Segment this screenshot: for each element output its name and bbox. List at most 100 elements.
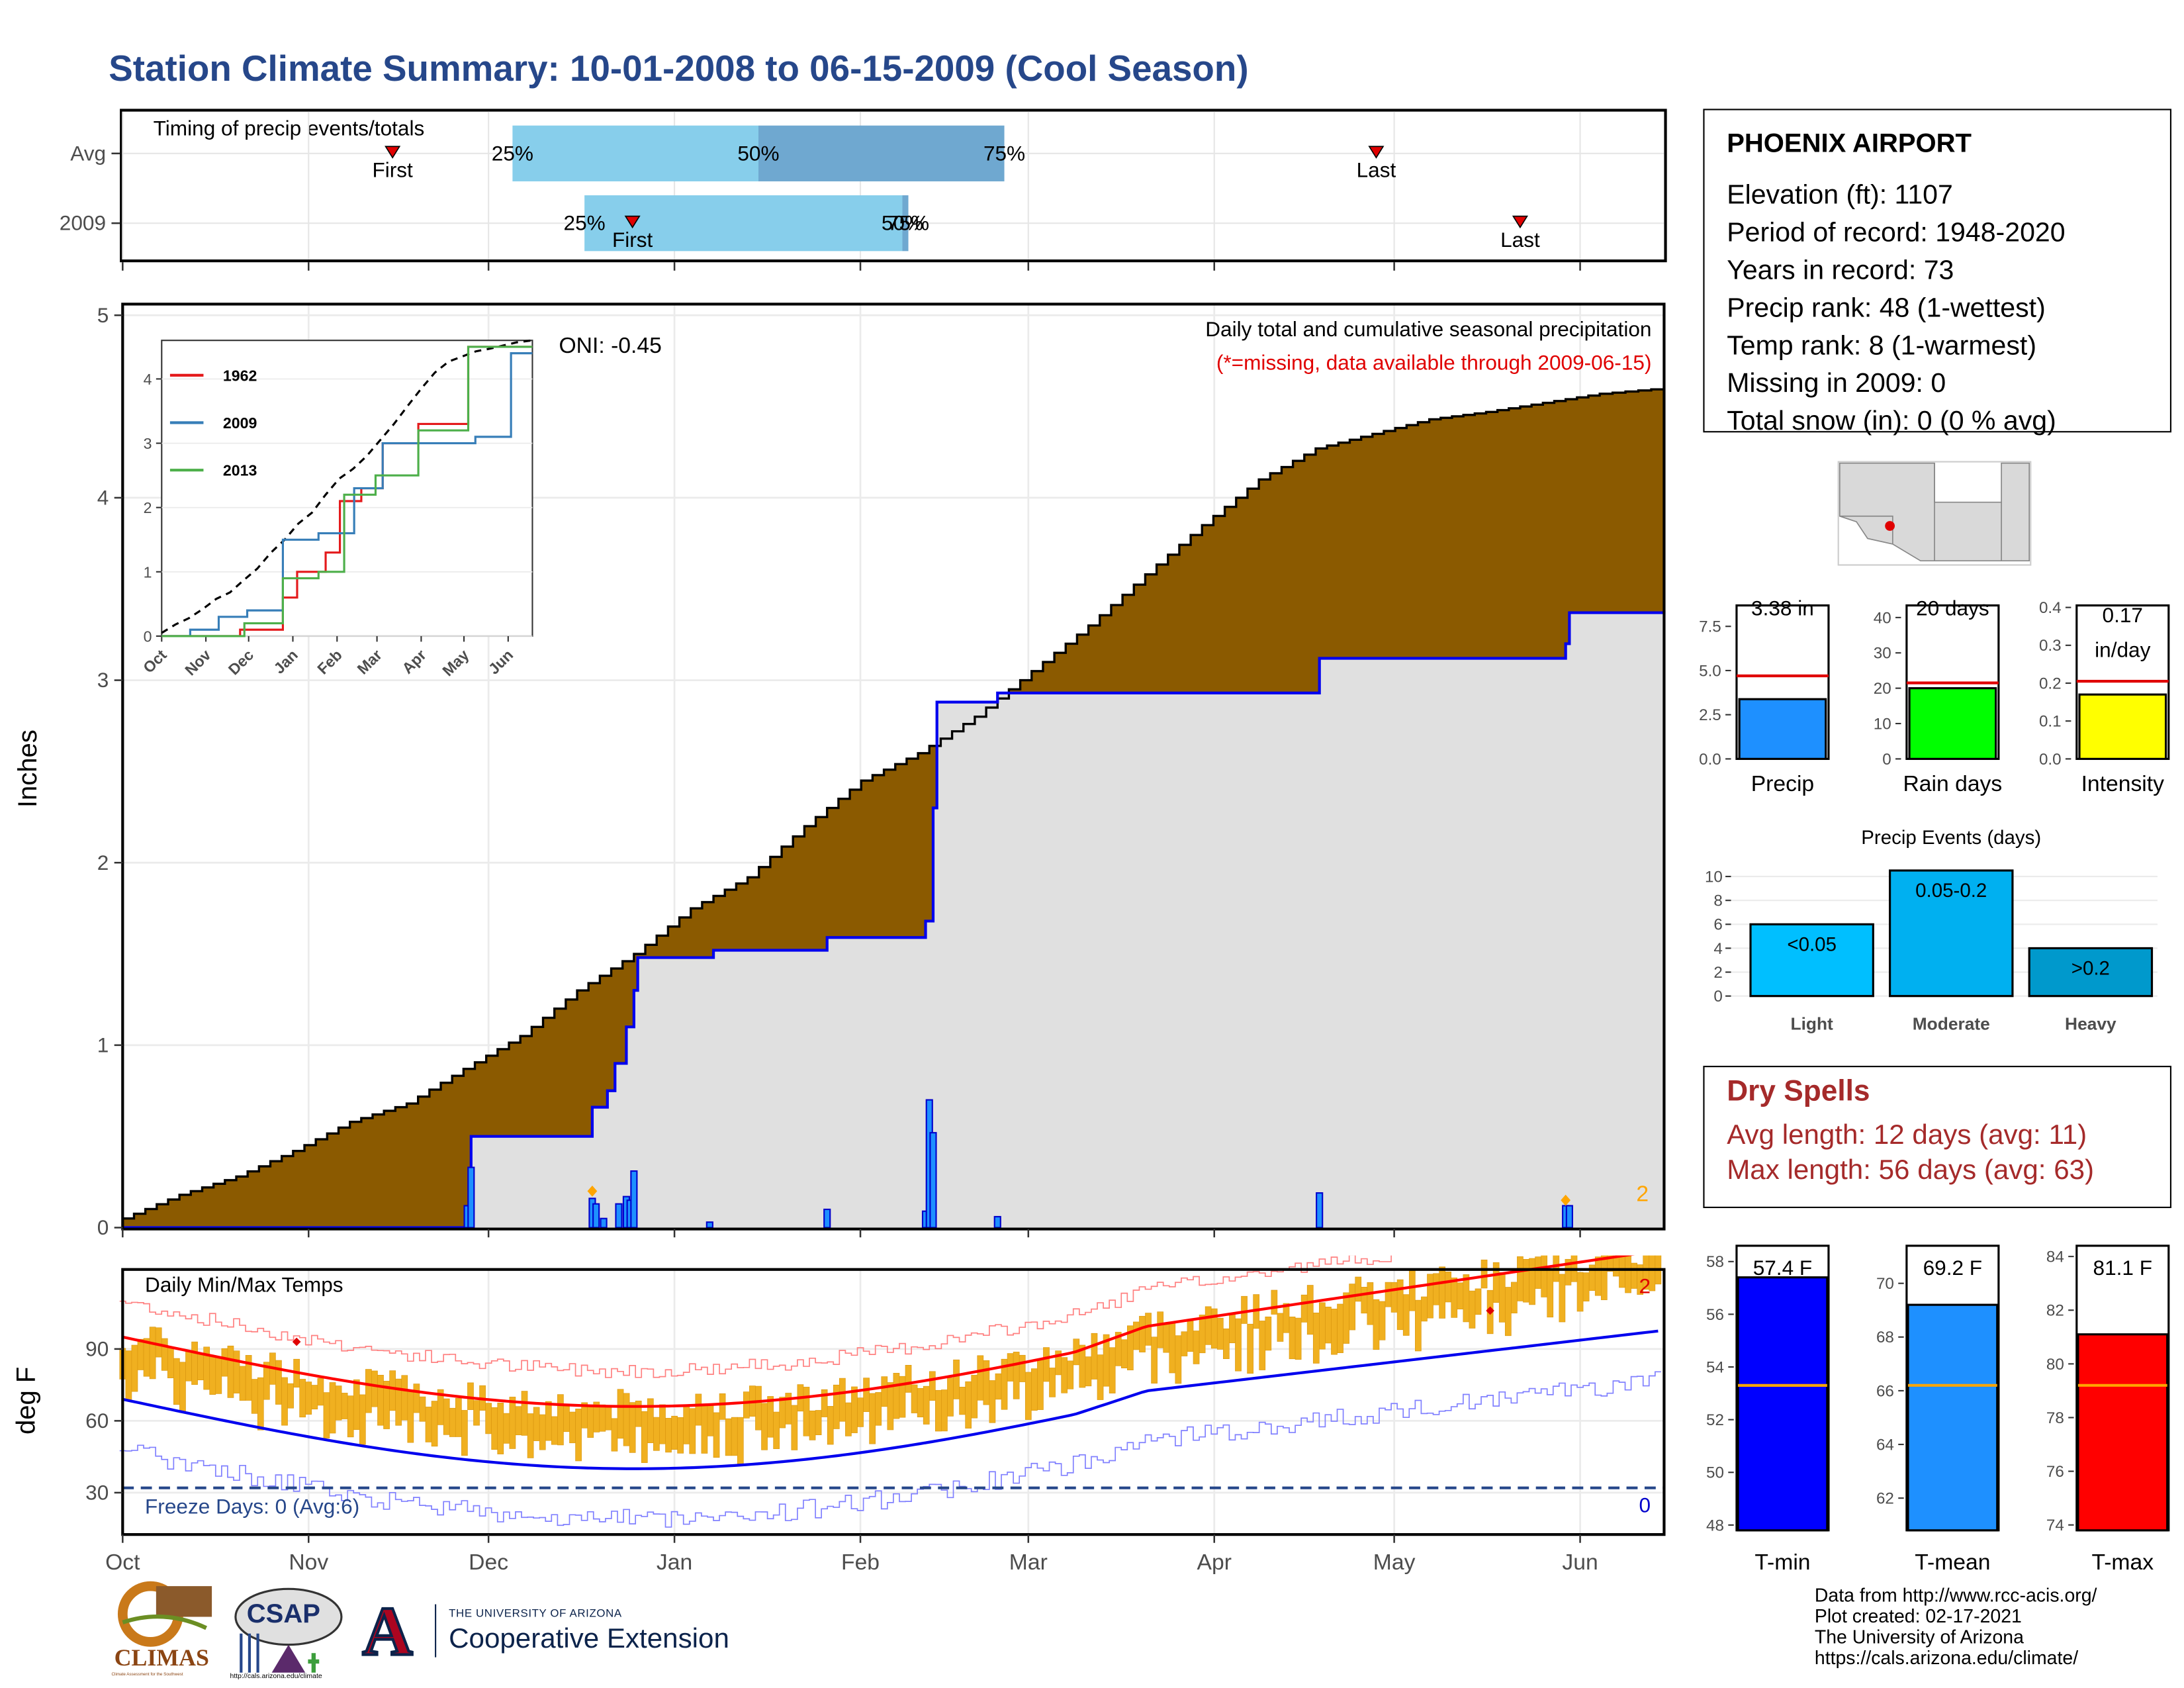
temp-xtick-label: Apr <box>1197 1550 1232 1575</box>
daily-temp-range-bar <box>173 1358 180 1405</box>
daily-temp-range-bar <box>1535 1256 1541 1289</box>
first-event-label: First <box>612 228 653 252</box>
daily-temp-range-bar <box>1480 1259 1488 1289</box>
temp-xtick-label: Dec <box>469 1550 508 1575</box>
inset-xtick-label: Dec <box>225 646 257 679</box>
daily-temp-range-bar <box>743 1391 750 1419</box>
daily-temp-range-bar <box>869 1393 876 1444</box>
daily-temp-range-bar <box>791 1405 798 1450</box>
daily-temp-range-bar <box>143 1338 150 1377</box>
summary-ytick-label: 7.5 <box>1699 618 1721 636</box>
daily-temp-range-bar <box>161 1338 168 1371</box>
inset-ytick-label: 3 <box>144 435 152 452</box>
daily-temp-range-bar <box>497 1403 504 1454</box>
daily-temp-range-bar <box>1001 1358 1008 1410</box>
dry-spells-avg: Avg length: 12 days (avg: 11) <box>1727 1120 2087 1151</box>
events-bar-name: Heavy <box>2065 1013 2116 1033</box>
precip-ytick-label: 5 <box>97 303 109 327</box>
precip-summary-bars: 3.38 in 0.0 2.5 5.0 7.5 Precip 20 days 0 10 20 30 4… <box>1699 596 2170 796</box>
daily-temp-range-bar <box>233 1350 240 1393</box>
daily-temp-range-bar <box>1169 1321 1176 1374</box>
normal-max-line <box>122 1255 1635 1408</box>
temp-summary-label: 81.1 F <box>2093 1256 2152 1280</box>
daily-temp-range-bar <box>1187 1319 1194 1352</box>
summary-ytick-label: 0.1 <box>2039 713 2062 731</box>
daily-temp-range-bar <box>1271 1289 1278 1315</box>
daily-precip-bar <box>615 1203 623 1229</box>
daily-temp-range-bar <box>401 1375 408 1421</box>
daily-temp-range-bar <box>809 1410 816 1440</box>
daily-temp-range-bar <box>839 1378 846 1422</box>
inset-series-2009 <box>161 352 533 637</box>
daily-temp-range-bar <box>1439 1266 1445 1319</box>
events-bar-name: Moderate <box>1913 1013 1990 1033</box>
inset-series-2013 <box>161 346 533 637</box>
events-bar-name: Light <box>1791 1013 1834 1033</box>
temp-summary-bar-T-max <box>2077 1333 2169 1532</box>
summary-bar-Precip <box>1738 698 1827 761</box>
station-missing: Missing in 2009: 0 <box>1727 368 1946 399</box>
daily-precip-bar <box>467 1166 475 1229</box>
daily-temp-range-bar <box>761 1403 768 1450</box>
station-name: PHOENIX AIRPORT <box>1727 129 1972 160</box>
temp-summary-ytick-label: 80 <box>2046 1356 2064 1374</box>
daily-temp-range-bar <box>1517 1256 1524 1301</box>
daily-temp-range-bar <box>1049 1368 1056 1397</box>
timing-bar-late <box>902 195 909 252</box>
daily-temp-range-bar <box>485 1403 492 1434</box>
events-bar-Light <box>1749 923 1874 998</box>
daily-temp-range-bar <box>605 1405 612 1430</box>
events-bar-Heavy <box>2028 947 2154 998</box>
daily-temp-range-bar <box>1529 1258 1535 1305</box>
temp-summary-ytick-label: 82 <box>2046 1302 2064 1320</box>
daily-temp-range-bar <box>473 1400 480 1426</box>
daily-precip-bar <box>1316 1192 1324 1229</box>
daily-temp-range-bar <box>287 1383 294 1409</box>
station-years: Years in record: 73 <box>1727 255 1954 287</box>
summary-bar-Intensity <box>2078 693 2167 761</box>
record-min-line <box>119 1371 1661 1528</box>
daily-temp-range-bar <box>329 1382 336 1434</box>
inset-xtick-label: Feb <box>314 646 345 678</box>
daily-temp-range-bar <box>911 1384 918 1413</box>
precip-ylabel: Inches <box>14 729 44 808</box>
daily-temp-range-bar <box>719 1393 726 1420</box>
temp-summary-ytick-label: 62 <box>1876 1490 1894 1508</box>
temp-xtick-label: Feb <box>841 1550 880 1575</box>
daily-temp-range-bar <box>995 1373 1002 1400</box>
csap-emblem <box>234 1587 343 1673</box>
daily-temp-range-bar <box>131 1344 138 1392</box>
daily-temp-range-bar <box>335 1385 342 1421</box>
daily-temp-range-bar <box>1283 1303 1290 1333</box>
daily-temp-range-bar <box>227 1345 234 1398</box>
daily-temp-range-bar <box>149 1327 156 1380</box>
daily-temp-range-bar <box>1415 1299 1422 1352</box>
events-ytick-label: 0 <box>1713 988 1722 1006</box>
precip-plot-frame <box>121 303 1666 1231</box>
daily-temp-range-bar <box>1067 1360 1074 1389</box>
summary-ytick-label: 0.0 <box>1699 751 1721 769</box>
summary-ytick-label: 10 <box>1874 715 1891 733</box>
daily-temp-range-bar <box>1619 1255 1625 1288</box>
temp-ytick-label: 90 <box>85 1336 109 1360</box>
daily-temp-range-bar <box>575 1409 582 1462</box>
daily-temp-range-bar <box>413 1383 420 1413</box>
daily-temp-range-bar <box>1007 1353 1014 1382</box>
daily-temp-range-bar <box>1312 1312 1320 1364</box>
daily-temp-range-bar <box>1445 1272 1452 1303</box>
daily-temp-range-bar <box>1120 1339 1128 1368</box>
temp-xtick-label: Jun <box>1562 1550 1598 1575</box>
temp-summary-ytick-label: 50 <box>1706 1464 1724 1482</box>
daily-precip-bar <box>630 1170 638 1229</box>
events-ytick-label: 4 <box>1713 940 1722 958</box>
temp-summary-bar-T-min <box>1737 1276 1829 1532</box>
temp-corner-top: 2 <box>1639 1275 1651 1299</box>
daily-temp-range-bar <box>1097 1354 1104 1400</box>
temp-xtick-label: Nov <box>289 1550 328 1575</box>
summary-ytick-label: 0.3 <box>2039 637 2062 655</box>
daily-temp-range-bar <box>1594 1256 1602 1296</box>
daily-temp-range-bar <box>1091 1333 1098 1380</box>
daily-temp-range-bar <box>1625 1255 1631 1293</box>
daily-temp-range-bar <box>755 1385 762 1430</box>
timing-title: Timing of precip events/totals <box>153 117 425 141</box>
